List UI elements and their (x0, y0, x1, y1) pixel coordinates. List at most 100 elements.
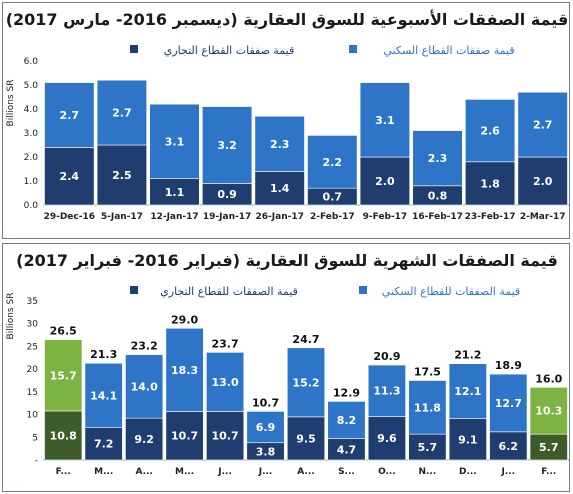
bar-commercial (84, 426, 123, 461)
data-label-residential: 11.3 (373, 385, 400, 398)
weekly-chart: قيمة الصفقات الأسبوعية للسوق العقارية (د… (6, 10, 569, 222)
y-tick-label: 2.0 (24, 153, 39, 163)
x-tick-label: F... (56, 467, 71, 477)
data-label-commercial: 7.2 (94, 438, 114, 451)
x-tick-label: 29-Dec-16 (44, 212, 95, 222)
data-label-residential: 3.2 (217, 139, 237, 152)
legend-residential-swatch (359, 286, 367, 294)
x-tick-label: D... (459, 467, 477, 477)
data-label-commercial: 9.2 (134, 433, 154, 446)
bar-residential (517, 91, 568, 158)
data-label-residential: 3.1 (375, 114, 395, 127)
bar-residential (125, 354, 164, 419)
x-tick-label: 19-Jan-17 (203, 212, 251, 222)
x-tick-label: 2-Feb-17 (310, 212, 355, 222)
data-label-commercial: 10.7 (171, 430, 198, 443)
bar-residential (529, 387, 568, 435)
data-label-residential: 14.1 (90, 389, 117, 402)
data-label-total: 18.9 (495, 359, 522, 372)
x-tick-label: M... (94, 467, 113, 477)
monthly-chart: قيمة الصفقات الشهرية للسوق العقارية (فبر… (6, 251, 569, 477)
data-label-commercial: 2.4 (60, 170, 80, 183)
bar-commercial (125, 417, 164, 461)
bar-residential (408, 380, 447, 435)
bar-residential (327, 401, 366, 439)
bar-commercial (359, 156, 411, 206)
bar-residential (412, 130, 463, 187)
data-label-total: 20.9 (373, 350, 400, 363)
bar-residential (286, 347, 326, 418)
bar-residential (165, 327, 204, 412)
bar-commercial (286, 416, 326, 461)
bar-commercial (517, 156, 568, 206)
legend-commercial-swatch (130, 45, 138, 53)
data-label-residential: 11.8 (414, 401, 441, 414)
bar-residential (489, 373, 528, 433)
bar-residential (359, 82, 411, 158)
data-label-commercial: 6.2 (499, 440, 519, 453)
data-label-commercial: 1.8 (480, 177, 500, 190)
monthly-plot-area: - 5 10 15 20 25 30 35 10.8 15.7 26.5 F... 7.2 14.1 21.… (27, 297, 569, 477)
bar-commercial (367, 416, 406, 461)
bar-commercial (448, 418, 487, 461)
weekly-plot-area: 0.0 1.0 2.0 3.0 4.0 5.0 6.0 2.4 2.7 29-Dec-16 2.5 2… (24, 57, 569, 222)
data-label-residential: 2.7 (60, 109, 80, 122)
data-label-commercial: 2.0 (533, 175, 553, 188)
data-label-residential: 2.6 (480, 125, 500, 138)
legend-commercial-swatch (130, 286, 138, 294)
data-label-commercial: 9.1 (458, 433, 478, 446)
bar-residential (44, 82, 95, 148)
data-label-residential: 10.3 (535, 405, 562, 418)
data-label-total: 29.0 (171, 313, 198, 326)
y-tick-label: 20 (27, 365, 39, 375)
x-tick-label: A... (135, 467, 152, 477)
y-tick-label: - (35, 456, 38, 466)
legend-residential-label: قيمة الصفقات للقطاع السكني (382, 285, 520, 298)
monthly-chart-panel: قيمة الصفقات الشهرية للسوق العقارية (فبر… (2, 243, 570, 492)
monthly-y-axis-label: Billions SR (6, 293, 16, 340)
x-tick-label: N... (418, 467, 436, 477)
data-label-residential: 2.7 (112, 107, 132, 120)
bar-residential (149, 103, 200, 179)
bar-residential (246, 411, 285, 444)
data-label-commercial: 9.6 (377, 432, 397, 445)
y-tick-label: 35 (27, 297, 38, 307)
y-tick-label: 3.0 (24, 129, 39, 139)
bar-commercial (489, 431, 528, 461)
data-label-residential: 2.2 (323, 156, 343, 169)
x-tick-label: 26-Jan-17 (256, 212, 304, 222)
x-tick-label: J... (258, 467, 273, 477)
bar-commercial (408, 433, 447, 461)
data-label-commercial: 1.1 (165, 186, 185, 199)
data-label-total: 16.0 (535, 372, 562, 385)
data-label-total: 23.2 (131, 340, 158, 353)
y-tick-label: 1.0 (24, 177, 39, 187)
data-label-total: 17.5 (414, 366, 441, 379)
y-tick-label: 0.0 (24, 201, 39, 211)
legend-residential-label: قيمة صفقات القطاع السكني (383, 44, 514, 57)
data-label-total: 26.5 (50, 325, 77, 338)
bar-commercial (165, 411, 204, 461)
data-label-residential: 6.9 (256, 421, 276, 434)
bar-residential (206, 352, 245, 412)
data-label-commercial: 0.7 (323, 191, 343, 204)
data-label-residential: 3.1 (165, 135, 185, 148)
data-label-residential: 14.0 (131, 380, 158, 393)
x-tick-label: 2-Mar-17 (520, 212, 566, 222)
bar-commercial (44, 410, 83, 461)
x-tick-label: M... (175, 467, 194, 477)
data-label-commercial: 5.7 (418, 441, 438, 454)
x-tick-label: 16-Feb-17 (412, 212, 463, 222)
bar-commercial (149, 178, 200, 206)
bar-residential (254, 115, 305, 172)
bar-residential (202, 106, 253, 184)
data-label-commercial: 9.5 (296, 432, 316, 445)
data-label-residential: 18.3 (171, 364, 198, 377)
data-label-residential: 8.2 (337, 414, 357, 427)
weekly-chart-title: قيمة الصفقات الأسبوعية للسوق العقارية (د… (6, 10, 569, 29)
weekly-y-axis-label: Billions SR (6, 80, 16, 127)
bar-residential (464, 99, 516, 163)
data-label-commercial: 5.7 (539, 441, 559, 454)
data-label-commercial: 4.7 (337, 443, 357, 456)
x-tick-label: 12-Jan-17 (150, 212, 198, 222)
